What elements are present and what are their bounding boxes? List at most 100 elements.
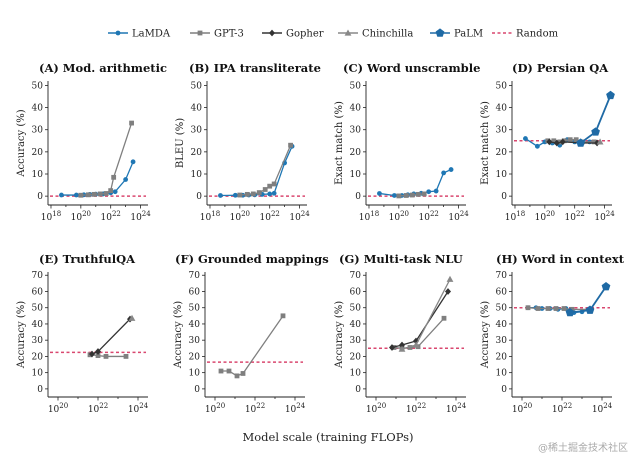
data-point bbox=[129, 120, 134, 126]
data-point bbox=[553, 139, 560, 147]
data-point bbox=[85, 192, 91, 198]
y-tick-label: 30 bbox=[189, 336, 201, 346]
data-point bbox=[123, 354, 129, 359]
series-lamda bbox=[377, 167, 454, 198]
data-point bbox=[271, 190, 277, 196]
series-lamda bbox=[218, 143, 295, 198]
data-point bbox=[565, 307, 575, 317]
data-point bbox=[103, 191, 109, 196]
x-tick-label: 1020 bbox=[230, 210, 250, 223]
data-point bbox=[398, 345, 406, 352]
data-point bbox=[403, 193, 409, 198]
data-point bbox=[377, 191, 382, 196]
data-point bbox=[407, 345, 413, 350]
data-point bbox=[232, 192, 238, 198]
y-tick-label: 40 bbox=[32, 320, 44, 330]
data-point bbox=[108, 188, 114, 194]
data-point bbox=[226, 368, 232, 374]
data-point bbox=[591, 127, 600, 136]
data-point bbox=[271, 181, 277, 187]
series-lamda bbox=[59, 159, 136, 198]
series-line bbox=[61, 161, 134, 196]
series-chinchilla bbox=[398, 275, 454, 352]
y-tick-label: 50 bbox=[496, 304, 508, 314]
legend-marker bbox=[344, 29, 352, 36]
data-point bbox=[123, 177, 129, 182]
data-point bbox=[553, 306, 559, 311]
data-point bbox=[415, 191, 421, 197]
y-tick-label: 40 bbox=[496, 104, 508, 114]
data-point bbox=[535, 306, 541, 311]
data-point bbox=[237, 192, 243, 198]
legend: LaMDA GPT-3 Gopher Chinchilla PaLM Random bbox=[108, 28, 559, 40]
y-tick-label: 0 bbox=[37, 192, 43, 202]
y-tick-label: 50 bbox=[32, 81, 44, 91]
panel-title: (G) Multi-task NLU bbox=[339, 252, 463, 266]
x-tick-label: 1024 bbox=[594, 210, 615, 223]
data-point bbox=[591, 139, 597, 145]
series-gpt-3 bbox=[396, 191, 427, 199]
data-point bbox=[59, 192, 64, 198]
legend-item-random: Random bbox=[492, 29, 559, 40]
series-chinchilla bbox=[596, 138, 604, 145]
series-line bbox=[379, 168, 452, 197]
series-line bbox=[221, 315, 284, 377]
x-tick-label: 1024 bbox=[446, 402, 467, 415]
data-point bbox=[433, 188, 439, 194]
data-point bbox=[576, 138, 586, 147]
y-tick-label: 60 bbox=[496, 287, 508, 297]
data-point bbox=[97, 191, 103, 197]
data-point bbox=[78, 192, 84, 198]
data-point bbox=[95, 348, 101, 355]
y-tick-label: 50 bbox=[32, 304, 44, 314]
series-gpt-3 bbox=[78, 120, 134, 198]
y-tick-label: 20 bbox=[496, 352, 508, 362]
y-tick-label: 30 bbox=[496, 126, 508, 136]
x-tick-label: 1018 bbox=[359, 210, 379, 223]
legend-item-gopher: Gopher bbox=[262, 29, 324, 40]
data-point bbox=[89, 350, 95, 358]
data-point bbox=[525, 305, 531, 311]
data-point bbox=[551, 138, 557, 144]
x-tick-label: 1020 bbox=[366, 402, 386, 415]
x-tick-label: 1020 bbox=[512, 402, 532, 415]
data-point bbox=[601, 282, 611, 291]
series-palm bbox=[565, 282, 611, 317]
data-point bbox=[573, 137, 579, 143]
y-tick-label: 30 bbox=[191, 126, 203, 136]
y-tick-label: 60 bbox=[189, 287, 201, 297]
y-tick-label: 20 bbox=[496, 148, 508, 158]
data-point bbox=[441, 170, 447, 176]
y-tick-label: 0 bbox=[355, 192, 361, 202]
y-tick-label: 20 bbox=[191, 148, 203, 158]
data-point bbox=[95, 353, 101, 359]
data-point bbox=[561, 306, 567, 311]
series-chinchilla bbox=[128, 314, 136, 321]
y-tick-label: 70 bbox=[189, 271, 201, 281]
legend-label: LaMDA bbox=[132, 29, 171, 40]
panel-f: (F) Grounded mappings0102030405060701020… bbox=[173, 252, 329, 415]
y-tick-label: 30 bbox=[32, 126, 44, 136]
y-axis-label: Accuracy (%) bbox=[480, 301, 491, 369]
data-point bbox=[441, 315, 447, 321]
y-tick-label: 10 bbox=[191, 170, 203, 180]
data-point bbox=[267, 191, 273, 197]
data-point bbox=[250, 191, 256, 197]
x-axis-label: Model scale (training FLOPs) bbox=[242, 430, 413, 444]
x-tick-label: 1022 bbox=[552, 402, 572, 415]
watermark: @稀土掘金技术社区 bbox=[538, 441, 628, 454]
data-point bbox=[596, 138, 604, 145]
y-tick-label: 50 bbox=[191, 81, 203, 91]
data-point bbox=[218, 368, 224, 374]
data-point bbox=[421, 191, 427, 197]
y-axis-label: Accuracy (%) bbox=[16, 301, 27, 369]
data-point bbox=[256, 190, 262, 195]
y-tick-label: 0 bbox=[194, 385, 200, 395]
